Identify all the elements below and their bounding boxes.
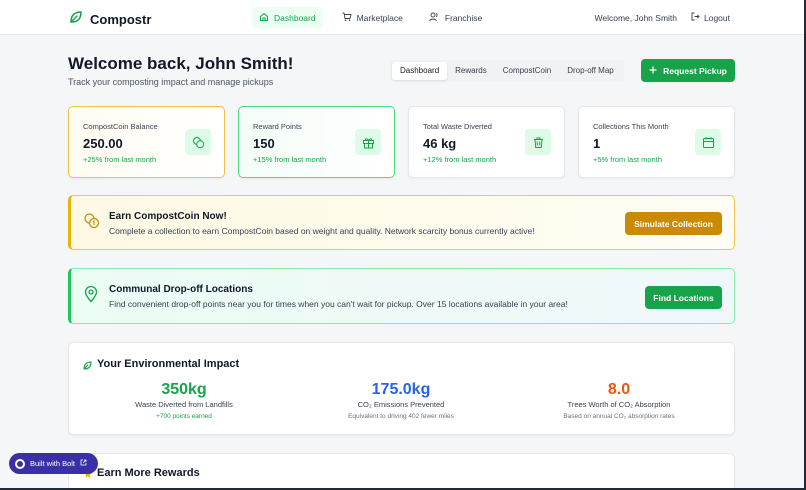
- impact-title: Your Environmental Impact: [97, 358, 240, 370]
- stat-change: +12% from last month: [423, 155, 497, 164]
- stat-label: Total Waste Diverted: [423, 122, 492, 131]
- welcome-user-text: Welcome, John Smith: [594, 12, 677, 23]
- nav-dashboard-label: Dashboard: [274, 12, 316, 23]
- stat-label: CompostCoin Balance: [83, 122, 158, 131]
- impact-metric-co2: 175.0kg CO₂ Emissions Prevented Equivale…: [301, 381, 501, 420]
- stat-value: 46 kg: [423, 136, 457, 151]
- banner-text: Complete a collection to earn CompostCoi…: [109, 226, 535, 236]
- metric-sub: Equivalent to driving 402 fewer miles: [348, 413, 454, 420]
- stat-card-reward-points: Reward Points 150 +15% from last month: [238, 106, 395, 178]
- gift-icon: [355, 129, 381, 155]
- logout-icon: [691, 12, 700, 23]
- bolt-logo-icon: [15, 458, 25, 469]
- page-title: Welcome back, John Smith!: [68, 54, 294, 73]
- stat-label: Collections This Month: [593, 122, 669, 131]
- calendar-icon: [695, 129, 721, 155]
- stat-value: 1: [593, 136, 601, 151]
- star-icon: ★: [83, 469, 93, 481]
- logout-button[interactable]: Logout: [691, 12, 730, 23]
- stat-change: +25% from last month: [83, 155, 157, 164]
- stat-value: 150: [253, 136, 275, 151]
- plus-icon: [649, 66, 657, 76]
- stat-change: +15% from last month: [253, 155, 327, 164]
- stat-card-compostcoin: CompostCoin Balance 250.00 +25% from las…: [68, 106, 225, 178]
- brand-name: Compostr: [90, 12, 152, 27]
- cart-icon: [342, 12, 352, 24]
- stat-value: 250.00: [83, 136, 123, 151]
- environmental-impact-card: Your Environmental Impact 350kg Waste Di…: [68, 342, 735, 435]
- find-locations-button[interactable]: Find Locations: [645, 286, 722, 309]
- metric-label: Trees Worth of CO₂ Absorption: [567, 400, 671, 409]
- impact-metric-trees: 8.0 Trees Worth of CO₂ Absorption Based …: [519, 381, 719, 420]
- request-pickup-button[interactable]: Request Pickup: [641, 59, 735, 82]
- page-subtitle: Track your composting impact and manage …: [68, 77, 274, 87]
- stat-card-collections: Collections This Month 1 +5% from last m…: [578, 106, 735, 178]
- nav-marketplace-label: Marketplace: [356, 12, 403, 23]
- stat-card-waste-diverted: Total Waste Diverted 46 kg +12% from las…: [408, 106, 565, 178]
- coins-icon: [83, 212, 101, 235]
- bolt-label: Built with Bolt: [30, 459, 76, 468]
- tab-dashboard[interactable]: Dashboard: [392, 62, 448, 80]
- stat-change: +5% from last month: [593, 155, 662, 164]
- leaf-icon: [82, 358, 93, 376]
- metric-value: 350kg: [161, 381, 207, 398]
- brand-logo[interactable]: Compostr: [68, 9, 151, 30]
- nav-franchise-label: Franchise: [444, 12, 483, 23]
- nav-marketplace[interactable]: Marketplace: [335, 7, 410, 28]
- metric-sub: +700 points earned: [156, 413, 212, 420]
- trash-icon: [525, 129, 551, 155]
- metric-label: CO₂ Emissions Prevented: [357, 400, 445, 409]
- nav-franchise[interactable]: Franchise: [422, 7, 489, 28]
- external-link-icon: [80, 459, 87, 468]
- dropoff-locations-banner: Communal Drop-off Locations Find conveni…: [68, 268, 735, 324]
- simulate-collection-button[interactable]: Simulate Collection: [625, 212, 722, 235]
- banner-title: Earn CompostCoin Now!: [109, 211, 227, 222]
- earn-more-rewards-card: ★ Earn More Rewards: [68, 453, 735, 488]
- view-tabs: Dashboard Rewards CompostCoin Drop-off M…: [390, 60, 624, 82]
- top-navbar: Compostr Dashboard Marketplace Franchise: [0, 0, 804, 35]
- main-nav: Dashboard Marketplace Franchise: [252, 7, 489, 28]
- leaf-icon: [68, 9, 84, 30]
- users-icon: [429, 12, 440, 24]
- request-pickup-label: Request Pickup: [663, 65, 727, 76]
- coins-icon: [185, 129, 211, 155]
- metric-label: Waste Diverted from Landfills: [135, 400, 233, 409]
- stat-label: Reward Points: [253, 122, 302, 131]
- logout-label: Logout: [704, 12, 730, 23]
- earn-compostcoin-banner: Earn CompostCoin Now! Complete a collect…: [68, 195, 735, 250]
- banner-title: Communal Drop-off Locations: [109, 284, 253, 295]
- metric-sub: Based on annual CO₂ absorption rates: [563, 413, 675, 420]
- metric-value: 175.0kg: [371, 381, 431, 398]
- tab-dropoff-map[interactable]: Drop-off Map: [567, 66, 614, 75]
- tab-rewards[interactable]: Rewards: [455, 66, 487, 75]
- banner-text: Find convenient drop-off points near you…: [109, 299, 568, 309]
- user-area: Welcome, John Smith Logout: [594, 12, 730, 23]
- home-icon: [259, 12, 269, 24]
- metric-value: 8.0: [607, 381, 631, 398]
- tab-compostcoin[interactable]: CompostCoin: [502, 66, 552, 75]
- impact-metric-waste: 350kg Waste Diverted from Landfills +700…: [84, 381, 284, 420]
- more-rewards-title: Earn More Rewards: [97, 467, 200, 479]
- nav-dashboard[interactable]: Dashboard: [252, 7, 323, 28]
- built-with-bolt-badge[interactable]: Built with Bolt: [9, 453, 98, 474]
- map-pin-icon: [83, 285, 99, 308]
